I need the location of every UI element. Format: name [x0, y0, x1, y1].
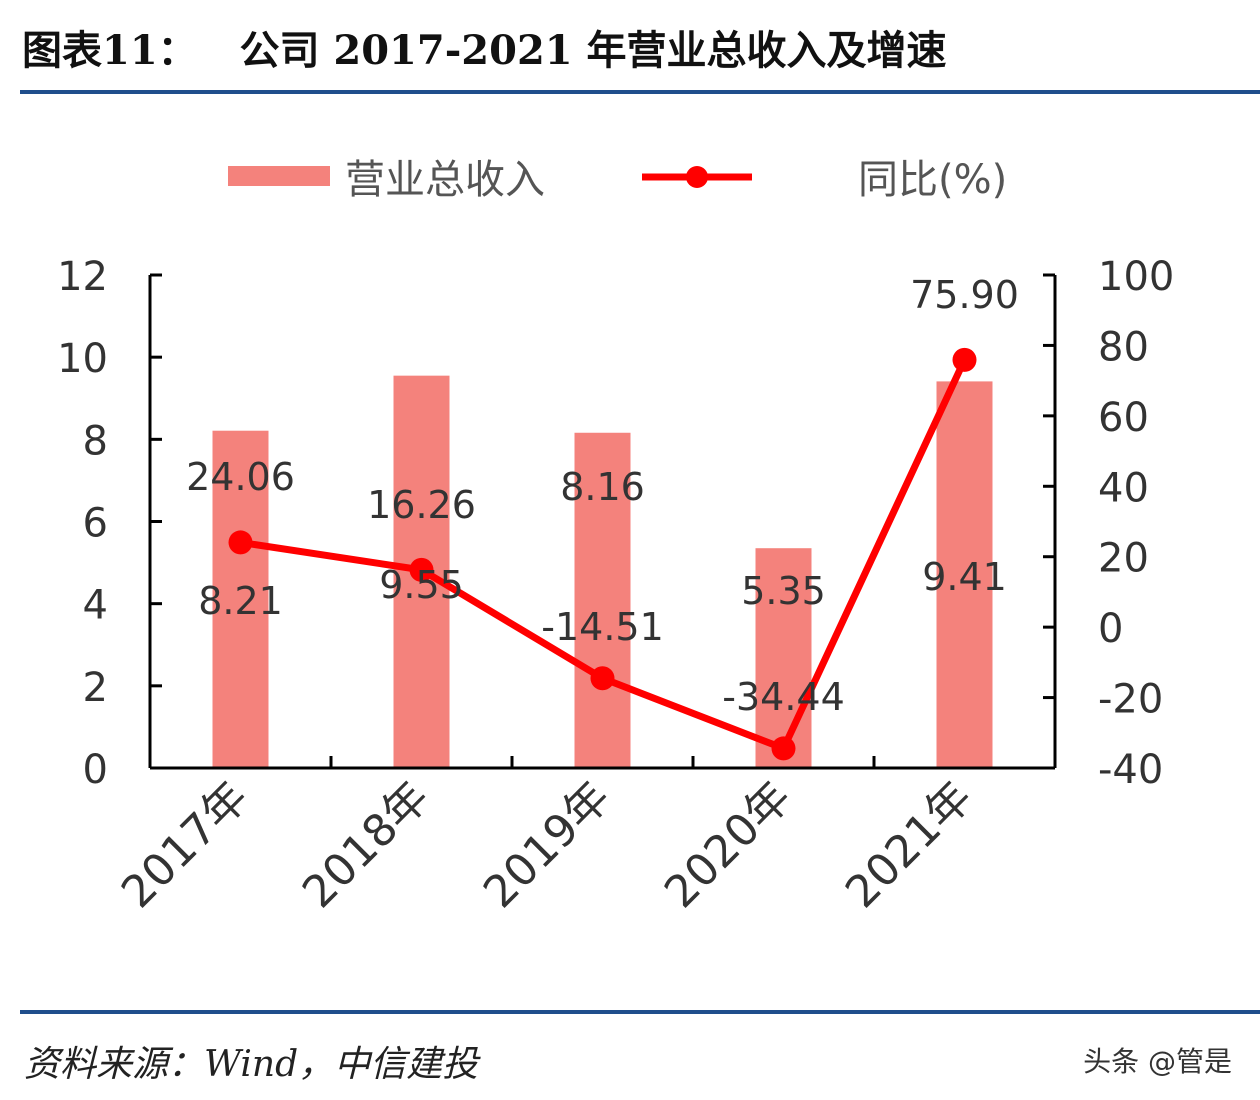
growth-point-2017年 [228, 530, 253, 555]
legend-line-marker [686, 166, 708, 188]
left-tick-label: 2 [83, 665, 108, 711]
growth-point-2021年 [952, 347, 977, 372]
growth-data-label: 24.06 [186, 455, 295, 499]
growth-data-label: -34.44 [722, 675, 845, 719]
left-tick-label: 6 [83, 501, 108, 547]
chart-title: 图表11： 公司 2017-2021 年营业总收入及增速 [22, 27, 947, 74]
right-tick-label: 40 [1098, 465, 1149, 511]
bar-2021年 [936, 381, 993, 768]
legend-bar-label: 营业总收入 [345, 157, 545, 203]
revenue-data-label: 5.35 [741, 569, 826, 613]
revenue-data-label: 8.16 [560, 465, 645, 509]
revenue-data-label: 9.41 [922, 555, 1007, 599]
x-tick-label: 2021年 [836, 772, 982, 918]
source-note: 资料来源：Wind，中信建投 [24, 1044, 479, 1085]
right-tick-label: -40 [1098, 747, 1163, 793]
growth-point-2020年 [771, 736, 796, 761]
bar-2017年 [212, 430, 269, 768]
left-tick-label: 8 [83, 418, 108, 464]
revenue-data-label: 8.21 [198, 579, 283, 623]
left-tick-label: 0 [83, 747, 108, 793]
x-tick-label: 2018年 [293, 772, 439, 918]
bar-2019年 [574, 432, 631, 768]
growth-point-2018年 [409, 557, 434, 582]
right-tick-label: -20 [1098, 677, 1163, 723]
left-tick-label: 10 [57, 336, 108, 382]
x-tick-label: 2019年 [474, 772, 620, 918]
right-tick-label: 0 [1098, 606, 1123, 652]
x-tick-label: 2020年 [655, 772, 801, 918]
revenue-data-label: 9.55 [379, 563, 464, 607]
growth-data-label: 16.26 [367, 483, 476, 527]
growth-data-label: 75.90 [910, 273, 1019, 317]
growth-point-2019年 [590, 666, 615, 691]
chart: 营业总收入 同比(%) 0 2 4 6 8 10 12 -40 -20 0 20 40 60 80 100 201… [57, 157, 1174, 918]
left-tick-label: 4 [83, 583, 108, 629]
right-tick-label: 20 [1098, 536, 1149, 582]
x-tick-label: 2017年 [112, 772, 258, 918]
right-tick-label: 80 [1098, 324, 1149, 370]
legend-bar-swatch [228, 166, 330, 186]
bar-2020年 [755, 548, 812, 768]
right-tick-label: 100 [1098, 254, 1174, 300]
watermark: 头条 @管是 [1083, 1045, 1232, 1078]
bottom-rule [20, 1010, 1260, 1014]
growth-data-label: -14.51 [541, 605, 664, 649]
right-tick-label: 60 [1098, 395, 1149, 441]
top-rule [20, 90, 1260, 94]
left-tick-label: 12 [57, 254, 108, 300]
legend-line-label: 同比(%) [858, 157, 1007, 203]
